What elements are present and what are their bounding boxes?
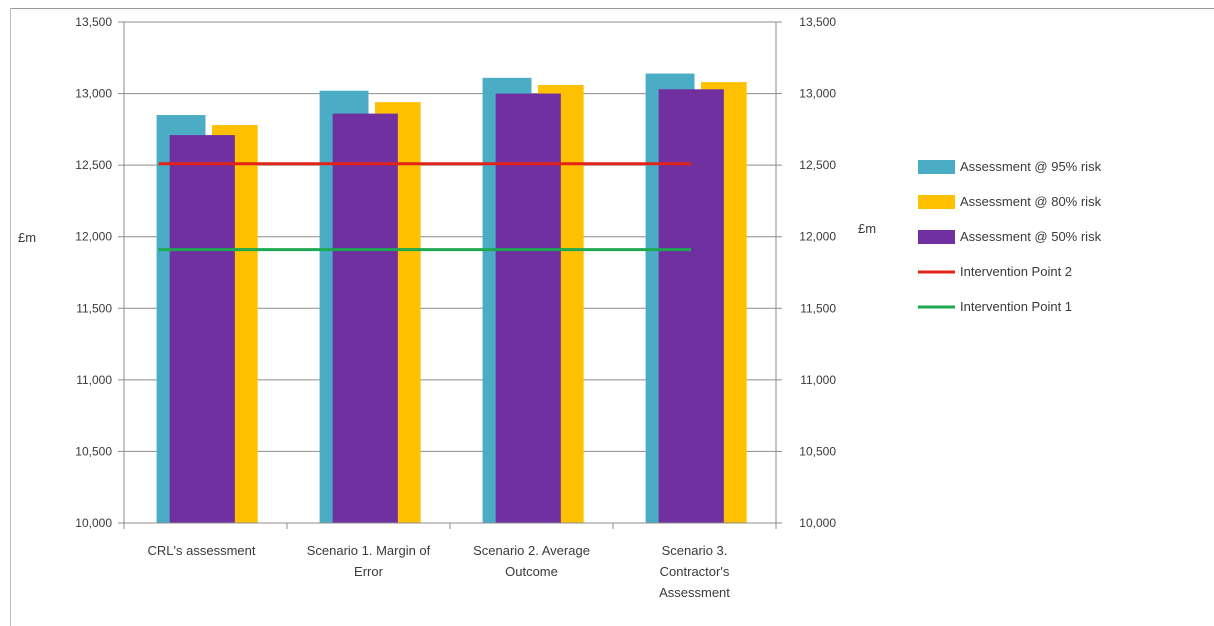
bar	[495, 93, 561, 524]
left-y-axis-label: £m	[18, 230, 36, 245]
right-y-axis-label: £m	[858, 221, 876, 236]
legend-label: Assessment @ 80% risk	[960, 194, 1102, 209]
y-tick-label: 13,500	[799, 15, 836, 29]
legend-swatch	[918, 230, 955, 244]
y-tick-label: 11,000	[76, 373, 112, 387]
y-tick-label: 13,500	[75, 15, 112, 29]
y-tick-label: 10,500	[75, 444, 112, 458]
legend-swatch	[918, 195, 955, 209]
y-tick-label: 11,500	[800, 301, 836, 315]
y-tick-label: 12,000	[75, 230, 112, 244]
y-tick-label: 13,000	[75, 87, 112, 101]
x-tick-label: CRL's assessment	[148, 543, 256, 558]
y-tick-label: 10,000	[75, 516, 112, 530]
x-tick-label: Scenario 1. Margin of	[307, 543, 431, 558]
y-tick-label: 12,000	[799, 230, 836, 244]
x-tick-label: Assessment	[659, 585, 730, 600]
left-border	[10, 8, 11, 626]
bar	[658, 89, 724, 523]
x-tick-label: Scenario 2. Average	[473, 543, 590, 558]
left-y-tick-labels: 10,000 10,500 11,000 11,500 12,000 12,500 13,0…	[75, 15, 112, 530]
right-y-tick-labels: 10,000 10,500 11,000 11,500 12,000 12,500 13,0…	[799, 15, 836, 530]
x-tick-labels: CRL's assessment Scenario 1. Margin of Err…	[148, 543, 731, 600]
x-tick-label: Error	[354, 564, 384, 579]
y-tick-label: 11,000	[800, 373, 836, 387]
y-tick-label: 11,500	[76, 301, 112, 315]
y-tick-label: 12,500	[75, 158, 112, 172]
x-tick-label: Contractor's	[660, 564, 730, 579]
y-tick-label: 12,500	[799, 158, 836, 172]
legend-label: Intervention Point 2	[960, 264, 1072, 279]
legend: Assessment @ 95% risk Assessment @ 80% ri…	[918, 159, 1102, 314]
x-tick-label: Outcome	[505, 564, 558, 579]
y-tick-label: 10,500	[799, 444, 836, 458]
x-tick-label: Scenario 3.	[662, 543, 728, 558]
intervention-lines	[158, 162, 692, 252]
legend-label: Assessment @ 95% risk	[960, 159, 1102, 174]
legend-label: Intervention Point 1	[960, 299, 1072, 314]
top-border	[10, 8, 1214, 9]
bars	[156, 73, 747, 524]
legend-label: Assessment @ 50% risk	[960, 229, 1102, 244]
y-tick-label: 13,000	[799, 87, 836, 101]
bar	[169, 135, 235, 523]
bar	[332, 113, 398, 524]
axes	[118, 21, 782, 529]
legend-swatch	[918, 160, 955, 174]
y-tick-label: 10,000	[799, 516, 836, 530]
